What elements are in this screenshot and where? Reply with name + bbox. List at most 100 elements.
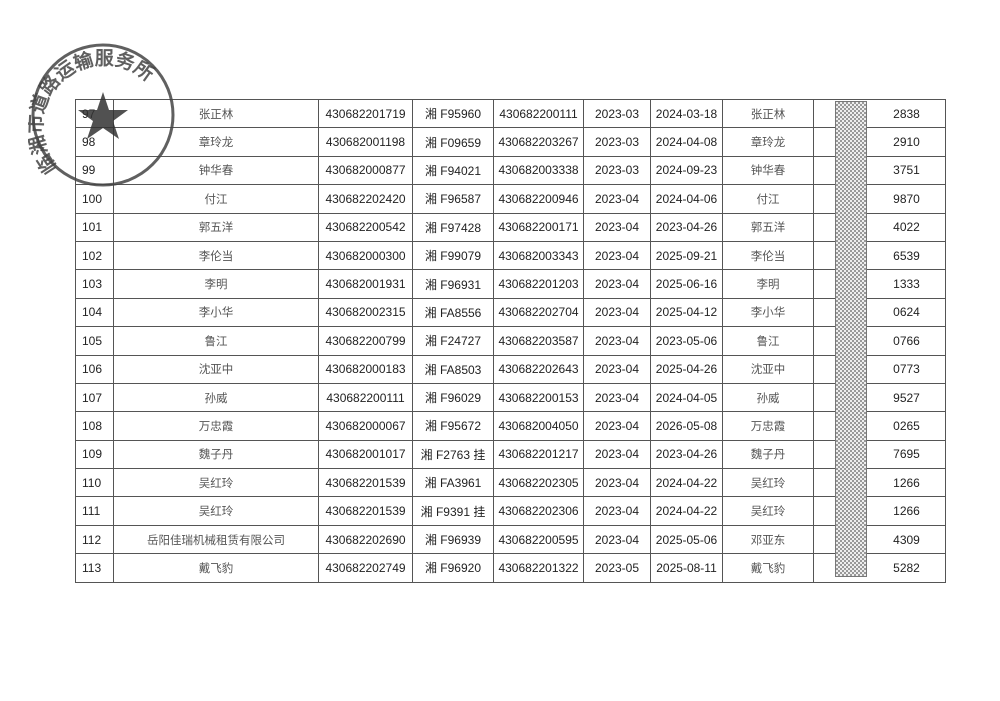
phone-number: 1371266 <box>813 468 946 498</box>
row-number: 105 <box>75 326 114 356</box>
owner-name: 魏子丹 <box>113 439 319 470</box>
phone-suffix: 0624 <box>893 305 920 320</box>
phone-number: 1869527 <box>813 382 946 413</box>
row-number: 106 <box>75 354 114 384</box>
table-row: 100 付江 430682202420 湘 F96587 430682200946 202… <box>75 184 946 214</box>
owner-name: 钟华春 <box>113 155 319 186</box>
plate-number: 湘 F95960 <box>412 98 494 129</box>
certificate-number: 430682004050 <box>493 411 584 441</box>
owner-name: 李明 <box>113 269 319 299</box>
issue-month: 2023-04 <box>583 468 651 498</box>
expiry-date: 2025-06-16 <box>650 269 723 299</box>
table-row: 104 李小华 430682002315 湘 FA8556 430682202704 20… <box>75 297 946 328</box>
table-row: 108 万忠霞 430682000067 湘 F95672 430682004050 20… <box>75 411 946 441</box>
expiry-date: 2024-04-22 <box>650 468 723 498</box>
phone-suffix: 2910 <box>893 135 920 150</box>
issue-month: 2023-03 <box>583 98 651 129</box>
plate-number: 湘 F96587 <box>412 184 494 214</box>
certificate-number: 430682200171 <box>493 212 584 242</box>
star-icon <box>78 92 128 139</box>
owner-name: 章玲龙 <box>113 127 319 157</box>
phone-suffix: 4022 <box>893 220 920 235</box>
table-row: 101 郭五洋 430682200542 湘 F97428 430682200171 20… <box>75 212 946 242</box>
expiry-date: 2024-03-18 <box>650 98 723 129</box>
license-number: 430682001198 <box>318 127 413 157</box>
expiry-date: 2023-05-06 <box>650 326 723 356</box>
issue-month: 2023-04 <box>583 382 651 413</box>
issue-month: 2023-04 <box>583 524 651 555</box>
row-number: 102 <box>75 240 114 271</box>
expiry-date: 2025-04-12 <box>650 297 723 328</box>
license-number: 430682000877 <box>318 155 413 186</box>
row-number: 113 <box>75 553 114 583</box>
owner-name: 孙威 <box>113 382 319 413</box>
owner-name: 吴红玲 <box>113 496 319 526</box>
expiry-date: 2023-04-26 <box>650 439 723 470</box>
phone-number: 1395282 <box>813 553 946 583</box>
issue-month: 2023-04 <box>583 269 651 299</box>
issue-month: 2023-03 <box>583 155 651 186</box>
certificate-number: 430682202643 <box>493 354 584 384</box>
phone-suffix: 0766 <box>893 333 920 348</box>
table-row: 103 李明 430682001931 湘 F96931 430682201203 202… <box>75 269 946 299</box>
issue-month: 2023-05 <box>583 553 651 583</box>
owner-name: 郭五洋 <box>113 212 319 242</box>
owner-name: 戴飞豹 <box>113 553 319 583</box>
certificate-number: 430682203587 <box>493 326 584 356</box>
plate-number: 湘 F96029 <box>412 382 494 413</box>
license-number: 430682001931 <box>318 269 413 299</box>
owner-name: 李小华 <box>113 297 319 328</box>
contact-name: 李伦当 <box>722 240 814 271</box>
contact-name: 李小华 <box>722 297 814 328</box>
issue-month: 2023-04 <box>583 411 651 441</box>
contact-name: 章玲龙 <box>722 127 814 157</box>
expiry-date: 2024-04-08 <box>650 127 723 157</box>
expiry-date: 2024-04-05 <box>650 382 723 413</box>
phone-suffix: 0265 <box>893 418 920 433</box>
phone-suffix: 1333 <box>893 277 920 292</box>
owner-name: 张正林 <box>113 98 319 129</box>
contact-name: 郭五洋 <box>722 212 814 242</box>
plate-number: 湘 F96920 <box>412 553 494 583</box>
phone-number: 1370265 <box>813 411 946 441</box>
license-number: 430682202690 <box>318 524 413 555</box>
contact-name: 沈亚中 <box>722 354 814 384</box>
issue-month: 2023-04 <box>583 326 651 356</box>
table-row: 99 钟华春 430682000877 湘 F94021 430682003338 202… <box>75 155 946 186</box>
expiry-date: 2025-09-21 <box>650 240 723 271</box>
expiry-date: 2023-04-26 <box>650 212 723 242</box>
plate-number: 湘 F99079 <box>412 240 494 271</box>
certificate-number: 430682201217 <box>493 439 584 470</box>
issue-month: 2023-04 <box>583 496 651 526</box>
license-number: 430682000300 <box>318 240 413 271</box>
phone-suffix: 9527 <box>893 390 920 405</box>
license-number: 430682200799 <box>318 326 413 356</box>
row-number: 111 <box>75 496 114 526</box>
expiry-date: 2025-04-26 <box>650 354 723 384</box>
row-number: 107 <box>75 382 114 413</box>
owner-name: 李伦当 <box>113 240 319 271</box>
phone-number: 1371266 <box>813 496 946 526</box>
owner-name: 沈亚中 <box>113 354 319 384</box>
expiry-date: 2025-08-11 <box>650 553 723 583</box>
issue-month: 2023-04 <box>583 439 651 470</box>
phone-suffix: 9870 <box>893 191 920 206</box>
plate-number: 湘 F9391 挂 <box>412 496 494 526</box>
phone-number: 1820766 <box>813 326 946 356</box>
certificate-number: 430682202305 <box>493 468 584 498</box>
license-number: 430682201719 <box>318 98 413 129</box>
contact-name: 鲁江 <box>722 326 814 356</box>
plate-number: 湘 FA3961 <box>412 468 494 498</box>
plate-number: 湘 F94021 <box>412 155 494 186</box>
plate-number: 湘 FA8556 <box>412 297 494 328</box>
table-row: 113 戴飞豹 430682202749 湘 F96920 430682201322 20… <box>75 553 946 583</box>
certificate-number: 430682201203 <box>493 269 584 299</box>
issue-month: 2023-04 <box>583 354 651 384</box>
phone-suffix: 1266 <box>893 504 920 519</box>
plate-number: 湘 F24727 <box>412 326 494 356</box>
owner-name: 岳阳佳瑞机械租赁有限公司 <box>113 524 319 555</box>
issue-month: 2023-04 <box>583 297 651 328</box>
certificate-number: 430682200111 <box>493 98 584 129</box>
phone-redaction-mask <box>835 101 867 577</box>
table-row: 107 孙威 430682200111 湘 F96029 430682200153 202… <box>75 382 946 413</box>
